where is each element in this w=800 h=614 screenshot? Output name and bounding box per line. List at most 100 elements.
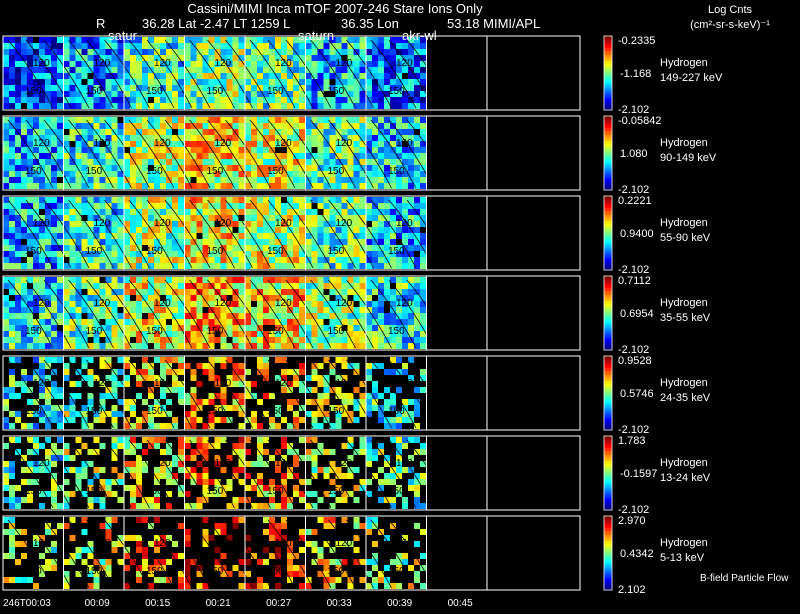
contour-label: 120 xyxy=(94,458,111,469)
heat-cell xyxy=(27,73,33,79)
heat-cell xyxy=(251,245,257,251)
heat-cell xyxy=(318,517,324,523)
heat-cell xyxy=(197,363,203,369)
heat-cell xyxy=(372,449,378,455)
heat-cell xyxy=(39,97,45,103)
heat-cell xyxy=(136,417,142,423)
heat-cell xyxy=(287,183,293,189)
heat-cell xyxy=(281,209,287,215)
heat-cell xyxy=(354,67,360,73)
contour-label: 120 xyxy=(336,538,353,549)
heat-cell xyxy=(257,363,263,369)
heat-cell xyxy=(360,203,366,209)
heat-cell xyxy=(233,467,239,473)
heat-cell xyxy=(64,443,70,449)
heat-cell xyxy=(3,203,9,209)
heat-cell xyxy=(191,343,197,349)
heat-cell xyxy=(384,49,390,55)
heat-cell xyxy=(366,79,372,85)
heat-cell xyxy=(414,571,420,577)
heat-cell xyxy=(227,73,233,79)
heat-cell xyxy=(354,517,360,523)
heat-cell xyxy=(76,257,82,263)
heat-cell xyxy=(191,325,197,331)
heat-cell xyxy=(215,43,221,49)
heat-cell xyxy=(372,541,378,547)
heat-cell xyxy=(45,331,51,337)
heat-cell xyxy=(76,61,82,67)
heat-cell xyxy=(197,67,203,73)
heat-cell xyxy=(76,221,82,227)
heat-cell xyxy=(148,503,154,509)
heat-cell xyxy=(257,301,263,307)
heat-cell xyxy=(414,171,420,177)
heat-cell xyxy=(354,485,360,491)
heat-cell xyxy=(318,331,324,337)
heat-cell xyxy=(178,363,184,369)
heat-cell xyxy=(27,239,33,245)
heat-cell xyxy=(251,103,257,109)
heat-cell xyxy=(215,177,221,183)
contour-label: 150 xyxy=(267,86,284,97)
heat-cell xyxy=(257,399,263,405)
heat-cell xyxy=(269,233,275,239)
heat-cell xyxy=(130,503,136,509)
heat-cell xyxy=(287,153,293,159)
heat-cell xyxy=(39,289,45,295)
heat-cell xyxy=(64,245,70,251)
heat-cell xyxy=(306,215,312,221)
heat-cell xyxy=(51,245,57,251)
heat-cell xyxy=(239,129,245,135)
heat-cell xyxy=(9,103,15,109)
heat-cell xyxy=(136,123,142,129)
heat-cell xyxy=(414,485,420,491)
heat-cell xyxy=(100,209,106,215)
heat-cell xyxy=(33,443,39,449)
heat-cell xyxy=(203,319,209,325)
r-label: R xyxy=(96,16,105,31)
contour-label: 150 xyxy=(328,246,345,257)
heat-cell xyxy=(27,479,33,485)
heat-cell xyxy=(215,183,221,189)
heat-cell xyxy=(136,319,142,325)
heat-cell xyxy=(366,301,372,307)
heat-cell xyxy=(348,343,354,349)
heat-cell xyxy=(166,85,172,91)
heat-cell xyxy=(251,485,257,491)
heat-cell xyxy=(203,147,209,153)
heat-cell xyxy=(130,461,136,467)
saturn-label-2: saturn xyxy=(298,28,334,43)
heat-cell xyxy=(3,165,9,171)
heat-cell xyxy=(88,129,94,135)
heat-cell xyxy=(233,331,239,337)
contour-label: 120 xyxy=(275,58,292,69)
heat-cell xyxy=(3,423,9,429)
heat-cell xyxy=(348,233,354,239)
heat-cell xyxy=(245,485,251,491)
heat-cell xyxy=(100,153,106,159)
heat-cell xyxy=(366,209,372,215)
heat-cell xyxy=(118,497,124,503)
heat-cell xyxy=(239,289,245,295)
heat-cell xyxy=(360,227,366,233)
heat-cell xyxy=(76,43,82,49)
heat-cell xyxy=(299,263,305,269)
heat-cell xyxy=(396,117,402,123)
heat-cell xyxy=(130,369,136,375)
heat-cell xyxy=(336,103,342,109)
heat-cell xyxy=(142,203,148,209)
heat-cell xyxy=(293,61,299,67)
heat-cell xyxy=(408,325,414,331)
heat-cell xyxy=(130,325,136,331)
heat-cell xyxy=(27,497,33,503)
heat-cell xyxy=(324,467,330,473)
heat-cell xyxy=(112,147,118,153)
heat-cell xyxy=(330,337,336,343)
heat-cell xyxy=(166,503,172,509)
heat-cell xyxy=(360,183,366,189)
heat-cell xyxy=(330,233,336,239)
heat-cell xyxy=(251,307,257,313)
heat-cell xyxy=(239,197,245,203)
heat-cell xyxy=(287,73,293,79)
heat-cell xyxy=(372,147,378,153)
